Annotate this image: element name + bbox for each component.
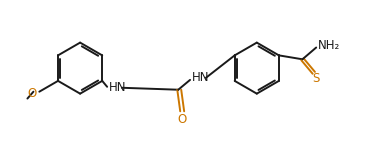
Text: O: O [27, 87, 36, 100]
Text: NH₂: NH₂ [318, 39, 340, 52]
Text: HN: HN [109, 81, 127, 94]
Text: S: S [312, 72, 320, 85]
Text: O: O [177, 113, 187, 126]
Text: HN: HN [192, 71, 209, 84]
